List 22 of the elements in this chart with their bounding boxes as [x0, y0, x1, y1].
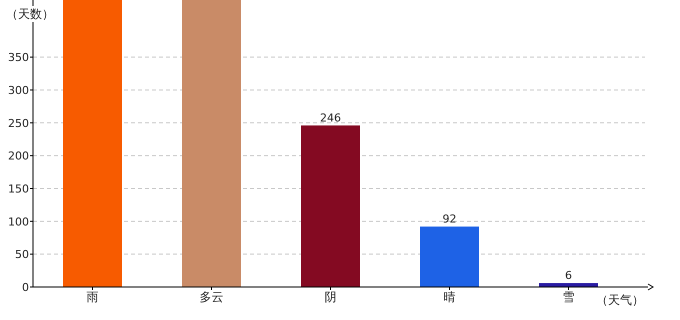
- bar: [63, 0, 122, 287]
- x-tick-label: 雨: [86, 290, 98, 304]
- y-tick-label: 350: [8, 51, 29, 64]
- bar: [301, 125, 360, 287]
- x-tick-label: 雪: [562, 290, 574, 304]
- y-axis-title: （天数）: [6, 7, 54, 21]
- x-tick-label: 阴: [324, 290, 336, 304]
- bar: [420, 226, 479, 287]
- bar: [182, 0, 241, 287]
- y-tick-label: 300: [8, 84, 29, 97]
- y-tick-label: 250: [8, 116, 29, 130]
- data-label: 6: [565, 269, 572, 282]
- data-label: 92: [442, 212, 456, 226]
- x-tick-label: 多云: [200, 290, 224, 304]
- x-axis-title: （天气）: [596, 293, 644, 307]
- data-label: 246: [320, 111, 341, 124]
- y-tick-label: 100: [8, 215, 29, 228]
- y-tick-label: 150: [8, 182, 29, 196]
- y-tick-label: 50: [15, 248, 29, 262]
- y-tick-label: 0: [22, 281, 29, 294]
- y-tick-label: 200: [8, 150, 29, 163]
- x-tick-label: 晴: [444, 290, 456, 304]
